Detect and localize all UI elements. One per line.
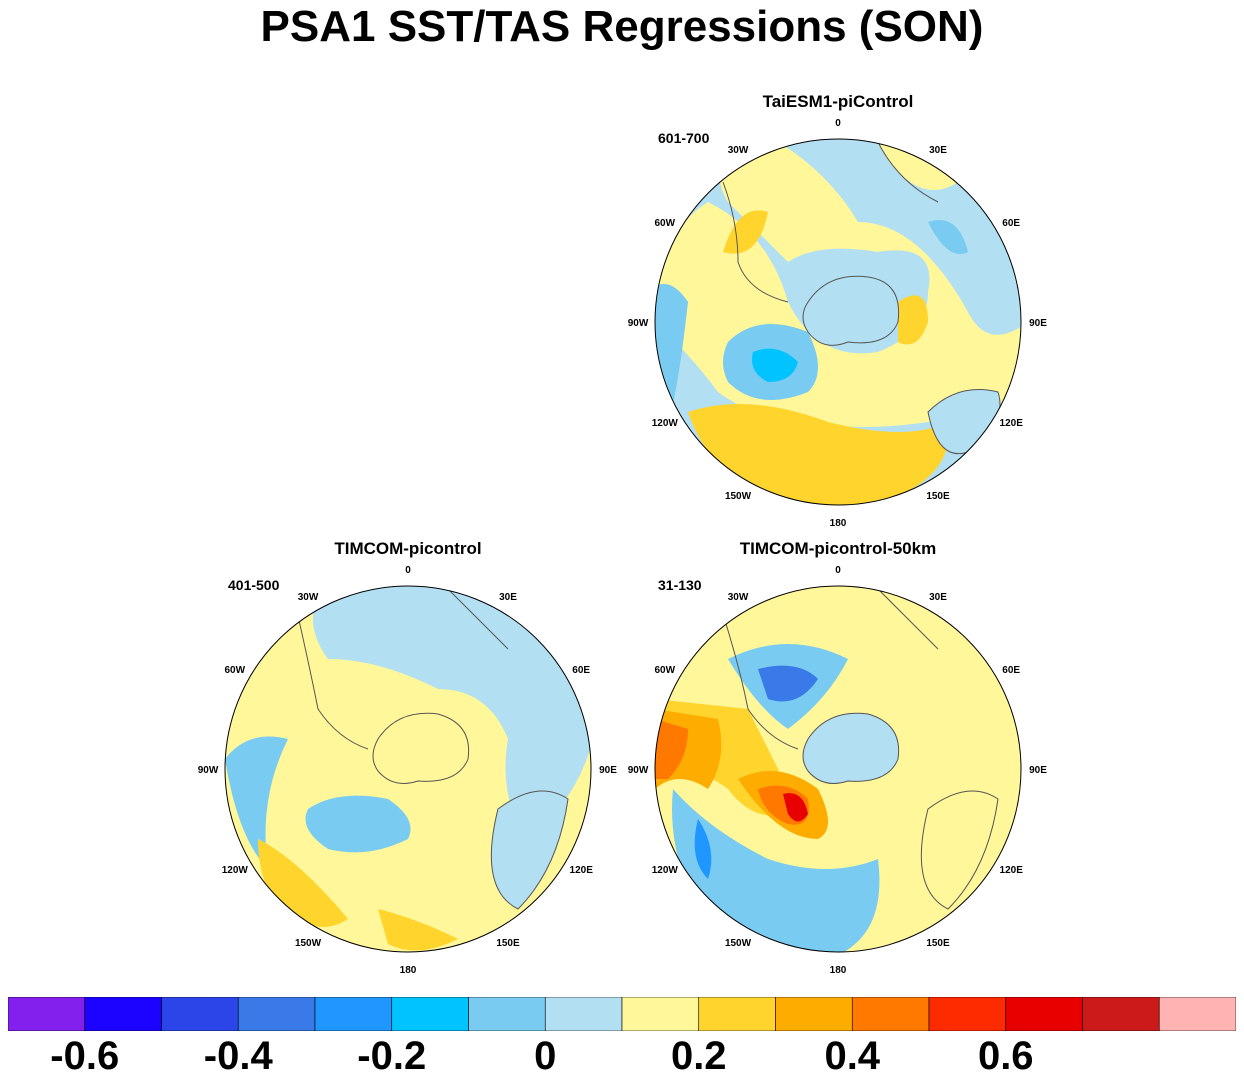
colorbar-tick-label: -0.6 (50, 1034, 120, 1078)
longitude-label: 120E (1000, 418, 1024, 429)
longitude-label: 0 (835, 118, 841, 129)
year-range-label: 601-700 (658, 130, 710, 146)
figure-title: PSA1 SST/TAS Regressions (SON) (260, 2, 984, 51)
colorbar-box (928, 997, 1007, 1031)
longitude-label: 120W (652, 418, 679, 429)
polar-map: 0 30E 60E 90E 120E 150E 180 150W 120W 90W 60W 30W (198, 565, 617, 976)
longitude-label: 150E (496, 938, 520, 949)
colorbar-tick-label: -0.2 (357, 1034, 427, 1078)
longitude-label: 150W (725, 938, 752, 949)
panel-title: TIMCOM-picontrol-50km (739, 539, 937, 558)
colorbar-box (314, 997, 393, 1031)
colorbar-tick-label: 0.2 (670, 1034, 727, 1078)
colorbar-box (621, 997, 700, 1031)
colorbar-box (84, 997, 162, 1031)
longitude-label: 90E (599, 765, 617, 776)
polar-map: 0 30E 60E 90E 120E 150E 180 150W 120W 90W 60W 30W (628, 565, 1047, 976)
longitude-label: 30E (929, 592, 947, 603)
map-panel-taiesm: TaiESM1-piControl 601-700 0 30E 60E 90E 120E… (628, 92, 1048, 532)
longitude-labels: 0 30E 60E 90E 120E 150E 180 150W 120W 90W 60W 30W (628, 118, 1047, 529)
colorbar-box (1082, 997, 1160, 1031)
longitude-label: 90E (1029, 318, 1047, 329)
longitude-label: 60W (225, 665, 246, 676)
year-range-label: 31-130 (658, 577, 702, 593)
year-range-label: 401-500 (228, 577, 280, 593)
longitude-label: 120W (222, 865, 249, 876)
longitude-label: 60E (572, 665, 590, 676)
panel-title: TaiESM1-piControl (762, 92, 914, 111)
polar-map: 0 30E 60E 90E 120E 150E 180 150W 120W 90W 60W 30W (628, 118, 1047, 529)
longitude-label: 30E (929, 145, 947, 156)
longitude-label: 90E (1029, 765, 1047, 776)
longitude-labels: 0 30E 60E 90E 120E 150E 180 150W 120W 90W 60W 30W (628, 565, 1047, 976)
longitude-label: 120W (652, 865, 679, 876)
longitude-label: 30W (728, 592, 749, 603)
colorbar-box (544, 997, 623, 1031)
longitude-label: 120E (570, 865, 594, 876)
longitude-label: 30W (728, 145, 749, 156)
longitude-label: 120E (1000, 865, 1024, 876)
colorbar-tick-label: -0.4 (203, 1034, 273, 1078)
colorbar-tick-label: 0.4 (824, 1034, 881, 1078)
longitude-label: 0 (405, 565, 411, 576)
colorbar-box (161, 997, 239, 1031)
longitude-label: 60E (1002, 665, 1020, 676)
longitude-label: 150W (725, 491, 752, 502)
longitude-label: 90W (628, 765, 649, 776)
panel-title: TIMCOM-picontrol (334, 539, 482, 558)
map-panel-timcom: TIMCOM-picontrol 401-500 0 30E 60E 90E 120E 1… (198, 539, 618, 979)
colorbar-tick-label: 0.6 (977, 1034, 1034, 1078)
colorbar-box (237, 997, 316, 1031)
longitude-label: 30E (499, 592, 517, 603)
longitude-label: 150W (295, 938, 322, 949)
longitude-label: 180 (400, 965, 417, 976)
longitude-label: 60E (1002, 218, 1020, 229)
colorbar-box (391, 997, 469, 1031)
colorbar-box (468, 997, 546, 1031)
map-panel-timcom-50km: TIMCOM-picontrol-50km 31-130 0 30E 60E 90E 1… (628, 539, 1048, 979)
longitude-label: 90W (628, 318, 649, 329)
colorbar (8, 997, 1236, 1031)
longitude-label: 60W (655, 218, 676, 229)
longitude-label: 0 (835, 565, 841, 576)
longitude-label: 150E (926, 938, 950, 949)
longitude-label: 180 (830, 518, 847, 529)
colorbar-box (1005, 997, 1083, 1031)
longitude-label: 150E (926, 491, 950, 502)
longitude-label: 60W (655, 665, 676, 676)
colorbar-box (775, 997, 853, 1031)
colorbar-box (698, 997, 776, 1031)
colorbar-box (851, 997, 930, 1031)
longitude-label: 180 (830, 965, 847, 976)
longitude-label: 90W (198, 765, 219, 776)
longitude-label: 30W (298, 592, 319, 603)
colorbar-box (1158, 997, 1236, 1031)
colorbar-box (8, 997, 86, 1031)
colorbar-tick-label: 0 (534, 1034, 557, 1078)
longitude-labels: 0 30E 60E 90E 120E 150E 180 150W 120W 90W 60W 30W (198, 565, 617, 976)
